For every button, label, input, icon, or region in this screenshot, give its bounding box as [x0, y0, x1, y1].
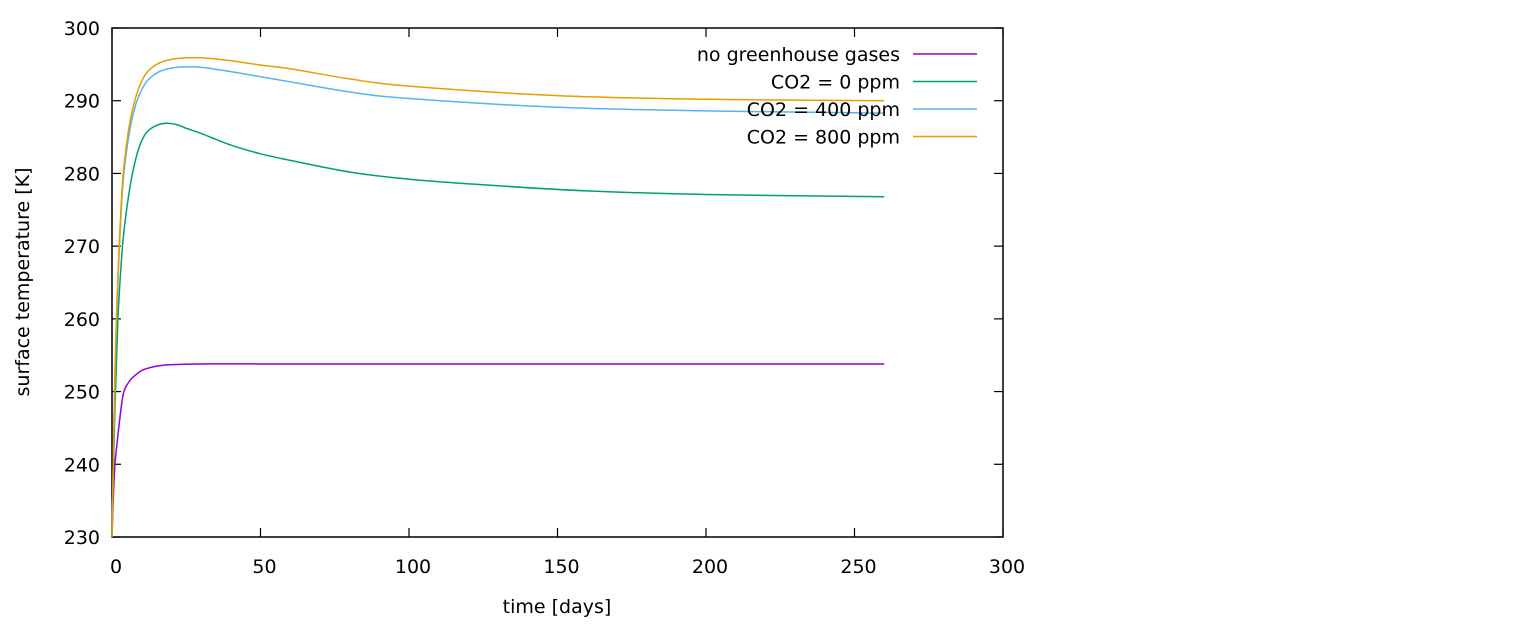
x-tick-label: 50 [252, 556, 276, 578]
series-line-2 [111, 122, 885, 538]
series-line-4 [111, 56, 885, 538]
y-tick-label: 260 [64, 309, 100, 331]
y-tick-label: 280 [64, 163, 100, 185]
y-tick-label: 290 [64, 91, 100, 113]
x-axis-title: time [days] [503, 596, 612, 618]
x-tick-label: 200 [692, 556, 728, 578]
legend-label-4: CO2 = 800 ppm [747, 127, 900, 149]
legend: no greenhouse gases CO2 = 0 ppm CO2 = 400 … [697, 44, 977, 149]
legend-label-3: CO2 = 400 ppm [747, 99, 900, 121]
y-tick-label: 250 [64, 382, 100, 404]
x-tick-label: 250 [840, 556, 876, 578]
legend-label-2: CO2 = 0 ppm [771, 72, 900, 94]
y-tick-label: 230 [64, 527, 100, 549]
series-line-1 [111, 363, 885, 538]
x-tick-label: 300 [989, 556, 1025, 578]
y-axis-title: surface temperature [K] [12, 167, 34, 396]
y-tick-label: 240 [64, 454, 100, 476]
axis-tick-labels: 0 50 100 150 200 250 300 230 240 250 260 270 280 290 3… [64, 18, 1025, 578]
x-tick-label: 0 [110, 556, 122, 578]
legend-label-1: no greenhouse gases [697, 44, 900, 66]
series-lines [111, 56, 885, 538]
y-tick-label: 300 [64, 18, 100, 40]
x-tick-label: 100 [395, 556, 431, 578]
y-tick-label: 270 [64, 236, 100, 258]
x-tick-label: 150 [543, 556, 579, 578]
